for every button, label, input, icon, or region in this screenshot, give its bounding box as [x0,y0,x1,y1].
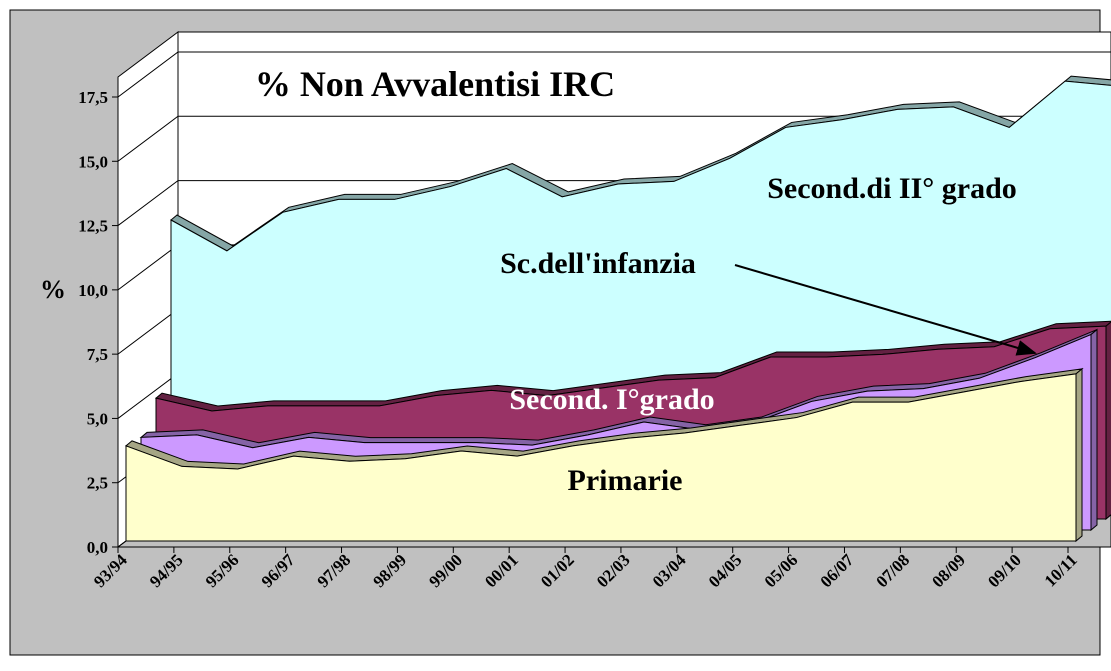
series-label: Second.di II° grado [767,172,1017,205]
arrow [734,264,1037,356]
area-side [1090,328,1098,532]
chart-title: % Non Avvalentisi IRC [255,64,615,104]
grid-line [117,115,1111,162]
y-axis-label: % [40,275,66,304]
series-label: Primarie [568,464,683,497]
y-tick-label: 17,5 [78,88,108,107]
area-side [1075,367,1083,543]
grid-line [117,51,1111,98]
y-tick-label: 15,0 [78,152,108,171]
y-tick-label: 10,0 [78,281,108,300]
y-tick-label: 7,5 [87,345,108,364]
area [125,373,1077,542]
y-tick-label: 12,5 [78,217,108,236]
y-tick-label: 0,0 [87,538,108,557]
y-tick-label: 2,5 [87,474,108,493]
series-label: Second. I°grado [509,383,714,416]
area-side [1105,321,1111,521]
y-tick-label: 5,0 [87,409,108,428]
series-label: Sc.dell'infanzia [500,247,696,280]
